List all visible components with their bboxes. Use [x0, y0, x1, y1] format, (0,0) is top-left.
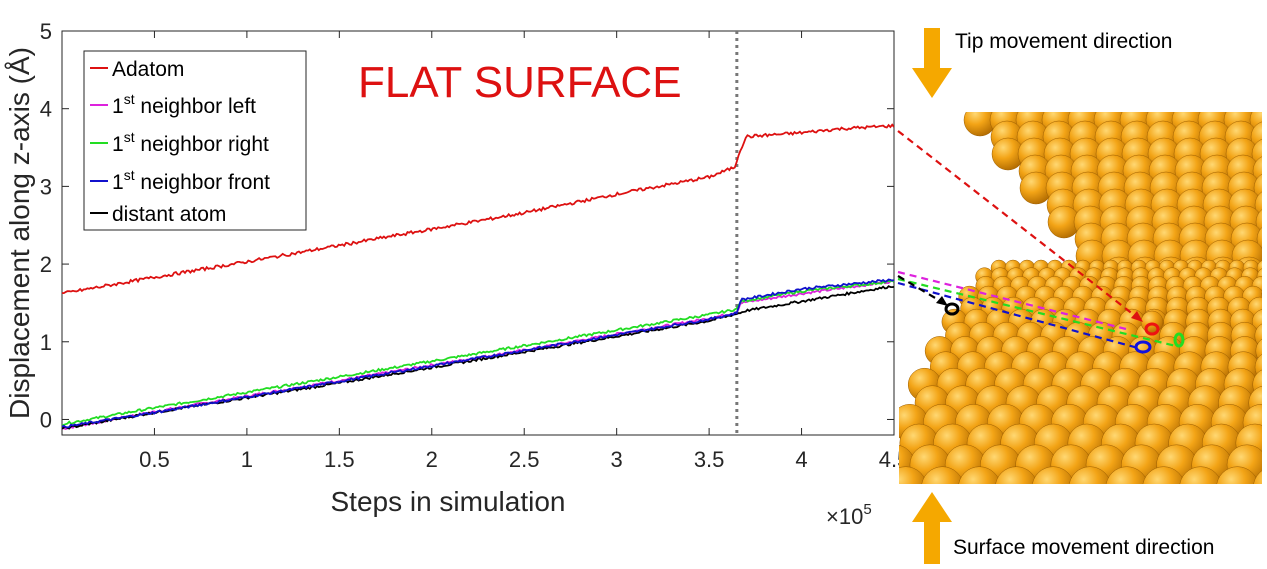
gold-atom [1216, 466, 1259, 484]
gold-atom [1260, 292, 1262, 302]
connector-neighbor-front [897, 281, 1139, 350]
gold-atom [1179, 466, 1222, 484]
y-axis-label: Displacement along z-axis (Å) [4, 47, 35, 419]
legend-item-distant-atom: distant atom [90, 203, 226, 226]
x-tick-label: 1.5 [324, 447, 355, 472]
legend: Adatom 1st neighbor left 1st neighbor ri… [83, 50, 307, 231]
gold-atom [1032, 466, 1075, 484]
atom-connectors [897, 130, 1185, 354]
gold-atom [973, 490, 1017, 534]
gold-atom [958, 466, 1001, 484]
tip-direction-label: Tip movement direction [955, 30, 1172, 53]
x-tick-label: 3 [611, 447, 623, 472]
gold-atom [1166, 490, 1210, 534]
x-tick-label: 2.5 [509, 447, 540, 472]
gold-atom [995, 466, 1038, 484]
legend-item-neighbor-right: 1st neighbor right [90, 129, 269, 156]
surface-direction-label: Surface movement direction [953, 536, 1214, 559]
y-tick-label: 2 [40, 252, 52, 277]
legend-item-neighbor-left: 1st neighbor left [90, 91, 256, 118]
series-lines [62, 123, 894, 430]
tip-direction-arrow-icon [912, 28, 952, 98]
marker-adatom [1144, 322, 1160, 336]
gold-atom [1140, 310, 1164, 334]
y-tick-label: 0 [40, 407, 52, 432]
gold-atom [1050, 490, 1094, 534]
series-line-1st-neighbor-front [62, 278, 894, 429]
y-tick-label: 1 [40, 330, 52, 355]
marker-neighbor-right [1173, 332, 1185, 348]
gold-atom [1105, 466, 1148, 484]
surface-direction-arrow-icon [912, 492, 952, 564]
y-tick-label: 3 [40, 174, 52, 199]
gold-atom [1068, 466, 1112, 484]
legend-label: 1st neighbor left [112, 91, 256, 118]
gold-atom [1012, 490, 1056, 534]
legend-label: 1st neighbor front [112, 167, 270, 194]
series-line-1st-neighbor-right [62, 279, 894, 427]
gold-atom [1243, 490, 1267, 534]
legend-label: Adatom [112, 58, 184, 81]
gold-atom [1089, 490, 1133, 534]
x-tick-label: 4 [795, 447, 807, 472]
x-tick-label: 0.5 [139, 447, 170, 472]
legend-label: distant atom [112, 203, 226, 226]
y-tick-label: 4 [40, 97, 52, 122]
legend-label: 1st neighbor right [112, 129, 269, 156]
x-tick-label: 1 [241, 447, 253, 472]
legend-item-neighbor-front: 1st neighbor front [90, 167, 270, 194]
gold-atom [1142, 466, 1185, 484]
x-tick-label: 2 [426, 447, 438, 472]
connector-distant-atom [897, 275, 943, 303]
y-tick-label: 5 [40, 19, 52, 44]
chart-title: FLAT SURFACE [358, 58, 682, 107]
legend-item-adatom: Adatom [90, 58, 184, 81]
x-tick-label: 3.5 [694, 447, 725, 472]
x-axis-label: Steps in simulation [330, 486, 565, 517]
marker-distant-atom [944, 302, 960, 316]
x-axis-ticks: 0.5 1 1.5 2 2.5 3 3.5 4 4.5 [139, 31, 909, 472]
x-axis-multiplier: ×105 [826, 501, 872, 529]
legend-box [83, 50, 307, 231]
gold-atom [899, 466, 927, 484]
series-line-adatom [62, 123, 894, 295]
gold-atom [1127, 490, 1171, 534]
y-axis-ticks: 0 1 2 3 4 5 [40, 19, 894, 432]
gold-atom [1253, 470, 1262, 484]
connector-neighbor-left [897, 270, 1131, 332]
atomistic-rendering-illustration [899, 112, 1267, 534]
gold-atom [921, 466, 964, 484]
marker-neighbor-front [1134, 340, 1152, 354]
gold-atom [1204, 490, 1248, 534]
connector-adatom [897, 130, 1144, 323]
